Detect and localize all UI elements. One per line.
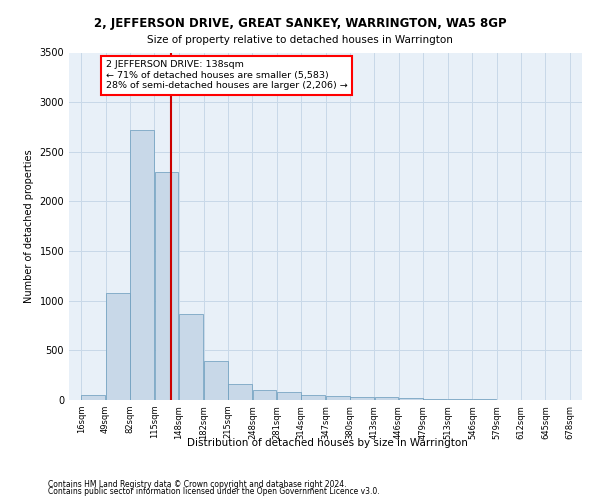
- Bar: [350, 396, 374, 400]
- Bar: [106, 293, 130, 400]
- Bar: [130, 130, 154, 400]
- Bar: [277, 392, 301, 400]
- Text: Size of property relative to detached houses in Warrington: Size of property relative to detached ho…: [147, 35, 453, 45]
- Bar: [374, 397, 398, 400]
- Bar: [326, 396, 350, 400]
- Bar: [155, 172, 178, 400]
- Text: Contains public sector information licensed under the Open Government Licence v3: Contains public sector information licen…: [48, 488, 380, 496]
- Bar: [82, 395, 105, 400]
- Text: Contains HM Land Registry data © Crown copyright and database right 2024.: Contains HM Land Registry data © Crown c…: [48, 480, 347, 489]
- Bar: [179, 314, 203, 400]
- Bar: [399, 398, 422, 400]
- Bar: [301, 394, 325, 400]
- Bar: [423, 398, 447, 400]
- Bar: [204, 361, 228, 400]
- Bar: [473, 399, 496, 400]
- Text: Distribution of detached houses by size in Warrington: Distribution of detached houses by size …: [187, 438, 467, 448]
- Text: 2, JEFFERSON DRIVE, GREAT SANKEY, WARRINGTON, WA5 8GP: 2, JEFFERSON DRIVE, GREAT SANKEY, WARRIN…: [94, 18, 506, 30]
- Y-axis label: Number of detached properties: Number of detached properties: [24, 150, 34, 303]
- Bar: [448, 399, 472, 400]
- Text: 2 JEFFERSON DRIVE: 138sqm
← 71% of detached houses are smaller (5,583)
28% of se: 2 JEFFERSON DRIVE: 138sqm ← 71% of detac…: [106, 60, 347, 90]
- Bar: [229, 384, 252, 400]
- Bar: [253, 390, 277, 400]
